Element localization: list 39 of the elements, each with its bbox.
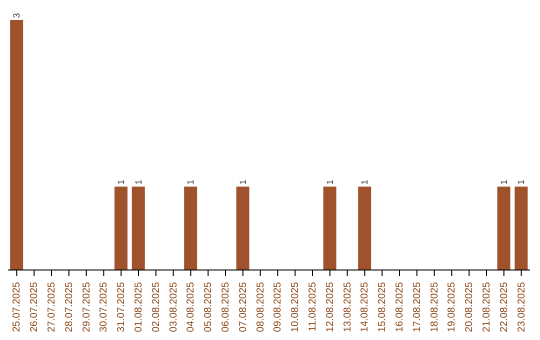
data-label: 1	[324, 180, 335, 185]
data-label: 3	[12, 12, 22, 18]
x-tick-label: 11.08.2025	[308, 282, 318, 332]
x-tick-label: 29.07.2025	[81, 282, 92, 332]
x-tick-label: 28.07.2025	[64, 282, 75, 332]
x-tick-label: 10.08.2025	[290, 282, 302, 332]
x-tick-label: 26.07.2025	[29, 282, 40, 332]
x-tick-label: 31.07.2025	[116, 282, 128, 332]
x-tick-label: 16.08.2025	[394, 282, 406, 332]
x-tick-label: 20.08.2025	[464, 282, 476, 332]
x-tick-label: 03.08.2025	[168, 282, 180, 332]
data-label: 1	[133, 180, 144, 185]
x-tick-label: 02.08.2025	[150, 282, 162, 332]
x-tick-label: 23.08.2025	[516, 282, 528, 332]
x-tick-label: 01.08.2025	[134, 282, 144, 332]
x-tick-label: 22.08.2025	[498, 282, 510, 332]
x-tick-label: 27.07.2025	[46, 282, 58, 332]
x-tick-label: 09.08.2025	[272, 282, 284, 332]
x-tick-label: 15.08.2025	[377, 282, 388, 332]
data-label: 1	[186, 180, 196, 185]
x-tick-label: 06.08.2025	[220, 282, 232, 332]
data-label: 1	[498, 180, 509, 185]
x-tick-label: 25.07.2025	[12, 282, 23, 332]
x-tick-label: 30.07.2025	[98, 282, 110, 332]
data-label: 1	[516, 180, 526, 185]
x-tick-label: 17.08.2025	[412, 282, 423, 332]
data-label: 1	[238, 180, 248, 185]
x-tick-label: 18.08.2025	[429, 282, 440, 332]
x-tick-label: 12.08.2025	[324, 282, 336, 332]
x-tick-label: 19.08.2025	[446, 282, 458, 332]
x-tick-label: 08.08.2025	[255, 282, 266, 332]
x-tick-label: 14.08.2025	[360, 282, 371, 332]
x-tick-label: 07.08.2025	[238, 282, 249, 332]
x-tick-label: 13.08.2025	[342, 282, 354, 332]
x-tick-label: 04.08.2025	[186, 282, 197, 332]
x-tick-label: 05.08.2025	[203, 282, 214, 332]
data-label: 1	[116, 180, 126, 185]
data-label: 1	[360, 180, 370, 185]
x-tick-label: 21.08.2025	[482, 282, 492, 332]
